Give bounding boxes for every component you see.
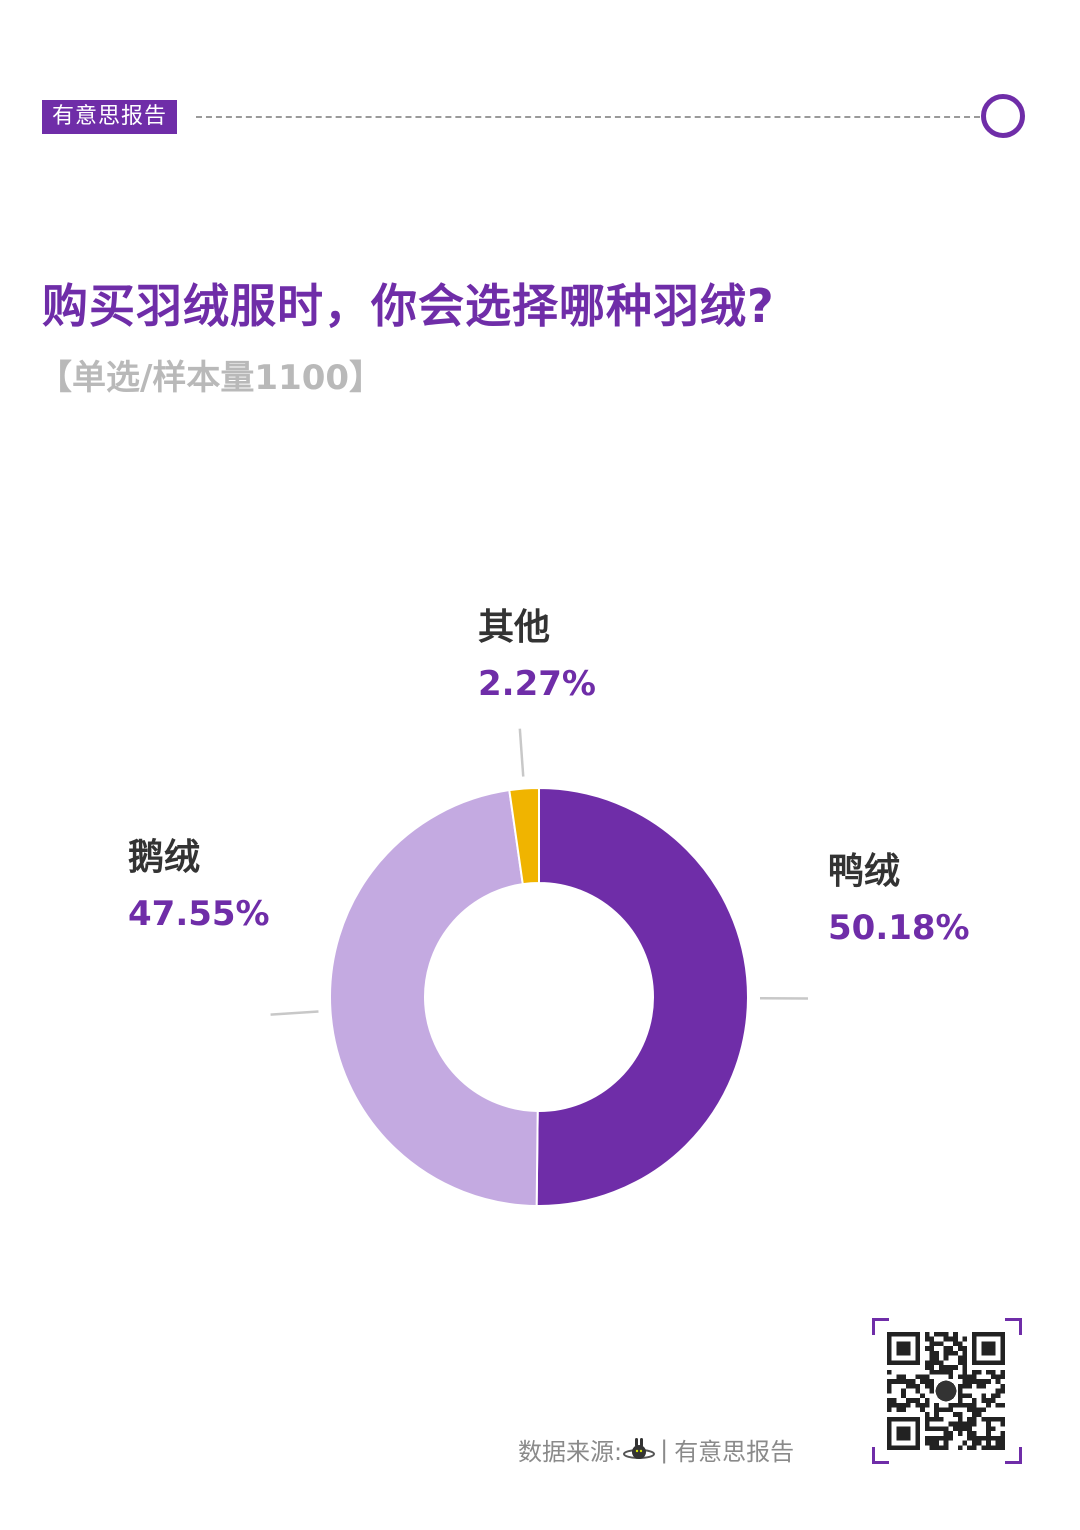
leader-line-goose-down [270, 1010, 319, 1016]
label-duck-down: 鸭绒 50.18% [828, 842, 970, 948]
source-separator: | [660, 1435, 669, 1464]
qr-corner [872, 1318, 889, 1335]
source-name: 有意思报告 [674, 1438, 795, 1466]
slice-duck-down [535, 786, 749, 1207]
slice-other [508, 786, 540, 886]
brand-tag: 有意思报告 [42, 100, 178, 134]
leader-line-other [518, 728, 525, 777]
label-goose-down-name: 鹅绒 [128, 837, 201, 878]
qr-corner [1005, 1447, 1022, 1464]
label-other-name: 其他 [478, 607, 551, 648]
slice-goose-down [329, 788, 539, 1207]
qr-corner [1005, 1318, 1022, 1335]
rabbit-planet-icon [623, 1437, 656, 1459]
label-other: 其他 2.27% [478, 598, 596, 704]
header-dashed-divider [196, 116, 980, 118]
donut-chart-svg [270, 728, 809, 1207]
label-other-value: 2.27% [478, 664, 596, 704]
source-label: 数据来源: [518, 1438, 623, 1466]
page-subtitle: 【单选/样本量1100】 [38, 358, 384, 398]
label-goose-down: 鹅绒 47.55% [128, 828, 270, 934]
label-duck-down-name: 鸭绒 [828, 851, 901, 892]
label-goose-down-value: 47.55% [128, 894, 270, 934]
qr-code-frame [872, 1318, 1022, 1464]
qr-corner [872, 1447, 889, 1464]
header-circle-icon [981, 94, 1025, 138]
page-title: 购买羽绒服时，你会选择哪种羽绒? [42, 279, 775, 333]
qr-code-icon [887, 1332, 1005, 1450]
donut-chart: 鸭绒 50.18% 鹅绒 47.55% 其他 2.27% [0, 560, 1080, 1260]
label-duck-down-value: 50.18% [828, 908, 970, 948]
data-source: 数据来源: | 有意思报告 [518, 1432, 794, 1467]
